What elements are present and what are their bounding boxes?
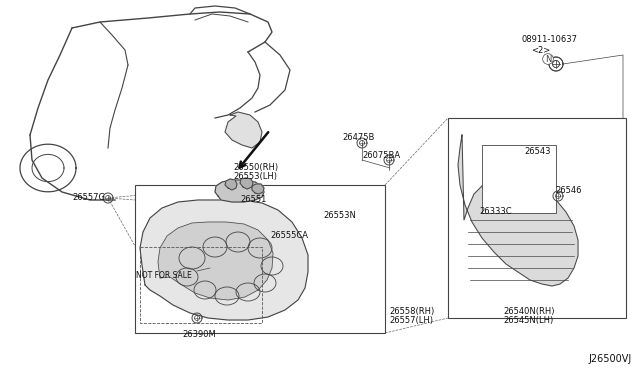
- Polygon shape: [252, 184, 264, 194]
- Text: 26550(RH): 26550(RH): [233, 163, 278, 172]
- Text: 26557(LH): 26557(LH): [389, 316, 433, 325]
- Text: 26546: 26546: [555, 186, 582, 195]
- Bar: [448, 118, 626, 318]
- Text: <2>: <2>: [531, 46, 550, 55]
- Text: N: N: [545, 55, 551, 64]
- Text: 26555CA: 26555CA: [270, 231, 308, 240]
- Polygon shape: [140, 200, 308, 320]
- Text: 26333C: 26333C: [479, 207, 511, 216]
- Text: 26553(LH): 26553(LH): [233, 172, 277, 181]
- Text: 08911-10637: 08911-10637: [521, 35, 577, 44]
- Polygon shape: [225, 179, 237, 190]
- Text: 26540N(RH): 26540N(RH): [503, 307, 554, 316]
- Polygon shape: [458, 135, 578, 286]
- Text: 26075BA: 26075BA: [362, 151, 400, 160]
- Text: 26475B: 26475B: [342, 133, 374, 142]
- Polygon shape: [225, 112, 262, 148]
- Text: 26390M: 26390M: [182, 330, 216, 339]
- Text: 26558(RH): 26558(RH): [389, 307, 435, 316]
- Text: J26500VJ: J26500VJ: [589, 354, 632, 364]
- Text: 26543: 26543: [524, 147, 550, 156]
- Bar: [135, 185, 385, 333]
- Polygon shape: [158, 222, 273, 300]
- Polygon shape: [215, 180, 264, 202]
- Text: 26545N(LH): 26545N(LH): [503, 316, 553, 325]
- Text: NOT FOR SALE: NOT FOR SALE: [136, 271, 192, 280]
- Text: 26553N: 26553N: [323, 211, 356, 220]
- Bar: [482, 145, 556, 213]
- Bar: [140, 247, 262, 323]
- Text: 26551: 26551: [240, 195, 266, 204]
- Polygon shape: [240, 178, 253, 189]
- Text: 26557G: 26557G: [72, 193, 105, 202]
